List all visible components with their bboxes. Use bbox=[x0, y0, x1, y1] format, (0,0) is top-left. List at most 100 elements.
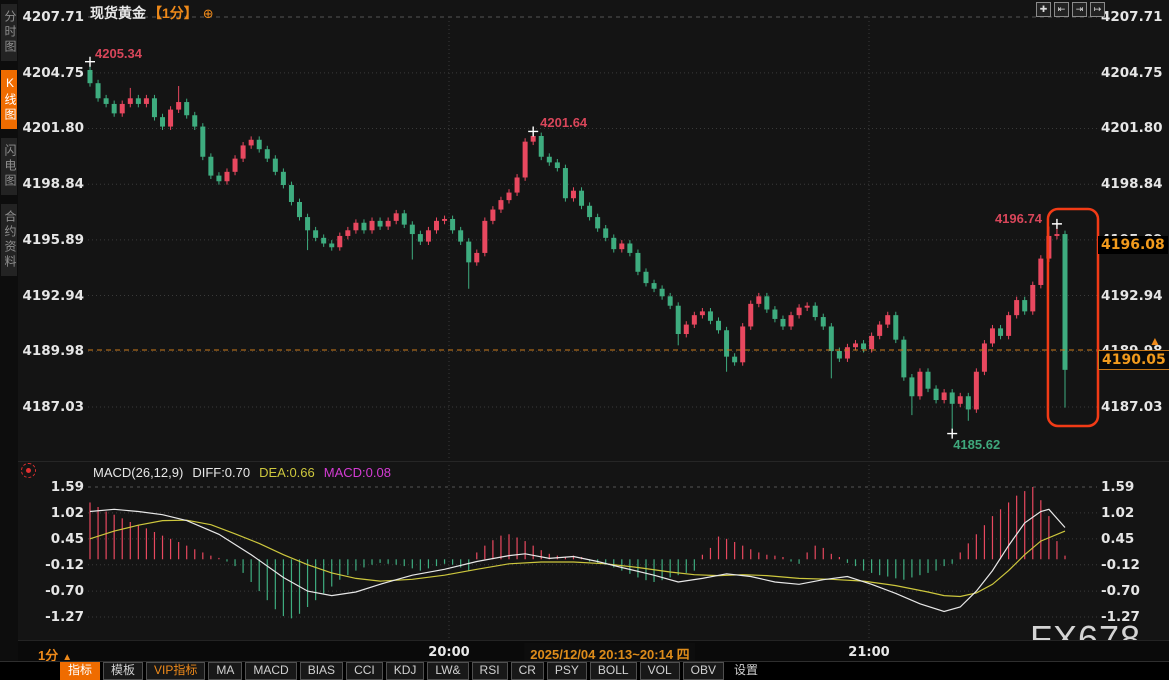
pan-right-icon[interactable]: ↦ bbox=[1090, 2, 1105, 17]
candle-body bbox=[401, 213, 407, 225]
macd-diff-value: DIFF:0.70 bbox=[192, 465, 251, 480]
candle-body bbox=[941, 392, 947, 401]
candle-body bbox=[474, 252, 480, 263]
extreme-cross-marker bbox=[947, 428, 958, 439]
sidebar-tab-合约资料[interactable]: 合约资料 bbox=[1, 204, 17, 276]
candle-body bbox=[151, 98, 157, 118]
macd-label-right: 0.45 bbox=[1101, 530, 1135, 547]
toolbar-button-CR[interactable]: CR bbox=[510, 662, 544, 680]
candle-body bbox=[554, 162, 560, 169]
candle-body bbox=[224, 171, 230, 182]
candle-body bbox=[740, 326, 746, 363]
candle-body bbox=[1006, 315, 1012, 336]
candle-body bbox=[635, 252, 641, 272]
candle-body bbox=[820, 317, 826, 327]
sidebar-tab-K线图[interactable]: K线图 bbox=[1, 70, 17, 129]
candle-body bbox=[87, 69, 93, 84]
candle-body bbox=[579, 190, 585, 206]
toolbar-button-OBV[interactable]: OBV bbox=[682, 662, 724, 680]
candle-body bbox=[707, 311, 713, 321]
toolbar-button-设置[interactable]: 设置 bbox=[733, 663, 758, 677]
candle-body bbox=[933, 388, 939, 401]
crosshair-tool-icon[interactable]: ✚ bbox=[1036, 2, 1051, 17]
circle-plus-icon[interactable]: ⊕ bbox=[202, 6, 214, 21]
candle-body bbox=[643, 271, 649, 284]
candle-body bbox=[256, 139, 262, 150]
toolbar-button-KDJ[interactable]: KDJ bbox=[385, 662, 425, 680]
candle-body bbox=[965, 396, 971, 410]
scale-left-icon[interactable]: ⇤ bbox=[1054, 2, 1069, 17]
toolbar-button-BIAS[interactable]: BIAS bbox=[299, 662, 344, 680]
open-price-tag: 4196.08 bbox=[1098, 236, 1168, 254]
candle-body bbox=[1022, 300, 1028, 312]
price-label-right: 4198.84 bbox=[1101, 176, 1163, 193]
candle-body bbox=[184, 102, 190, 116]
sidebar-tab-闪电图[interactable]: 闪电图 bbox=[1, 138, 17, 195]
candle-body bbox=[796, 307, 802, 316]
candle-body bbox=[877, 324, 883, 336]
highlight-box bbox=[1046, 207, 1100, 428]
price-label-left: 4192.94 bbox=[22, 287, 85, 304]
toolbar-button-CCI[interactable]: CCI bbox=[346, 662, 383, 680]
candle-body bbox=[844, 347, 850, 359]
candle-body bbox=[828, 326, 834, 351]
scale-right-icon[interactable]: ⇥ bbox=[1072, 2, 1087, 17]
candle-body bbox=[562, 168, 568, 199]
candle-body bbox=[353, 222, 359, 231]
candle-body bbox=[852, 343, 858, 348]
candle-body bbox=[869, 335, 875, 350]
candle-body bbox=[409, 224, 415, 235]
candle-body bbox=[337, 235, 343, 248]
candle-body bbox=[393, 213, 399, 221]
candle-body bbox=[466, 241, 472, 263]
toolbar-button-指标[interactable]: 指标 bbox=[60, 662, 101, 680]
price-label-right: 4187.03 bbox=[1101, 399, 1163, 415]
candle-body bbox=[490, 209, 496, 221]
macd-label-left: 1.02 bbox=[50, 504, 84, 521]
indicator-alert-icon[interactable] bbox=[21, 463, 36, 478]
toolbar-button-MACD[interactable]: MACD bbox=[245, 662, 297, 680]
candle-body bbox=[248, 139, 254, 146]
caret-up-icon: ▲ bbox=[62, 652, 73, 663]
candle-body bbox=[587, 205, 593, 218]
candle-body bbox=[885, 315, 891, 325]
candle-body bbox=[200, 126, 206, 157]
toolbar-button-MA[interactable]: MA bbox=[208, 662, 243, 680]
toolbar-button-VIP指标[interactable]: VIP指标 bbox=[146, 662, 206, 680]
price-label-right: 4204.75 bbox=[1101, 64, 1163, 81]
candle-body bbox=[748, 303, 754, 327]
candle-body bbox=[699, 311, 705, 316]
price-label-left: 4195.89 bbox=[22, 231, 85, 248]
time-label-21:00: 21:00 bbox=[848, 645, 890, 660]
period-selector[interactable]: 1分 ▲ bbox=[38, 648, 73, 663]
candle-body bbox=[683, 324, 689, 335]
symbol-name: 现货黄金 bbox=[90, 5, 146, 21]
candle-body bbox=[168, 109, 174, 127]
macd-label-right: -0.12 bbox=[1101, 556, 1140, 573]
toolbar-button-RSI[interactable]: RSI bbox=[471, 662, 508, 680]
candle-body bbox=[111, 103, 117, 114]
sidebar-tab-分时图[interactable]: 分时图 bbox=[1, 4, 17, 61]
candle-body bbox=[264, 149, 270, 159]
candle-body bbox=[780, 318, 786, 327]
candle-body bbox=[369, 220, 375, 231]
candle-body bbox=[989, 328, 995, 344]
selected-time-range: 2025/12/04 20:13~20:14 四 bbox=[524, 643, 696, 664]
toolbar-button-PSY[interactable]: PSY bbox=[546, 662, 587, 680]
candle-body bbox=[546, 156, 552, 163]
toolbar-button-LW&[interactable]: LW& bbox=[427, 662, 469, 680]
toolbar-button-BOLL[interactable]: BOLL bbox=[589, 662, 637, 680]
price-label-left: 4201.80 bbox=[22, 120, 85, 137]
candle-body bbox=[973, 371, 979, 410]
toolbar-button-VOL[interactable]: VOL bbox=[639, 662, 680, 680]
candle-body bbox=[192, 115, 198, 127]
candle-body bbox=[909, 377, 915, 397]
candle-body bbox=[305, 217, 311, 231]
toolbar-button-模板[interactable]: 模板 bbox=[103, 662, 144, 680]
candle-body bbox=[1054, 234, 1060, 236]
macd-label-left: -0.70 bbox=[45, 583, 84, 600]
time-axis: 1分 ▲ 2025/12/04 20:13~20:14 四 20:00 21:00 bbox=[18, 640, 1169, 664]
extreme-price-annotation: 4185.62 bbox=[953, 436, 1001, 452]
candle-body bbox=[321, 237, 327, 244]
